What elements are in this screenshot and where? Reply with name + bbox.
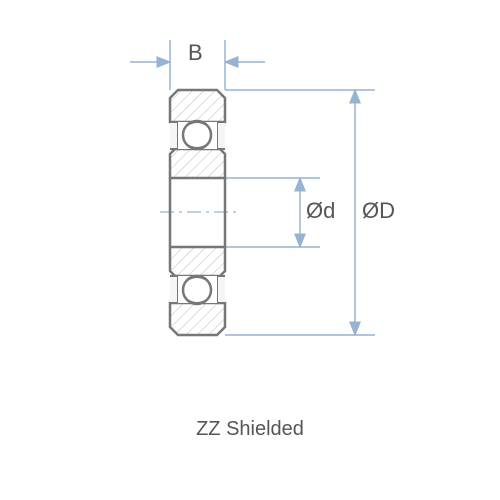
shield-right-lower	[217, 276, 225, 303]
diagram-caption: ZZ Shielded	[0, 418, 500, 441]
diagram-canvas: B Ød ØD ZZ Shielded	[0, 0, 500, 500]
outer-race-lower	[170, 303, 225, 335]
dimension-label-B: B	[188, 40, 203, 66]
inner-race-lower	[170, 247, 225, 276]
shield-left-lower	[170, 276, 178, 303]
dimension-label-D: ØD	[362, 198, 395, 224]
inner-race-upper	[170, 149, 225, 178]
dimension-label-d: Ød	[306, 198, 335, 224]
shield-left-upper	[170, 122, 178, 149]
outer-race-upper	[170, 90, 225, 122]
shield-right-upper	[217, 122, 225, 149]
